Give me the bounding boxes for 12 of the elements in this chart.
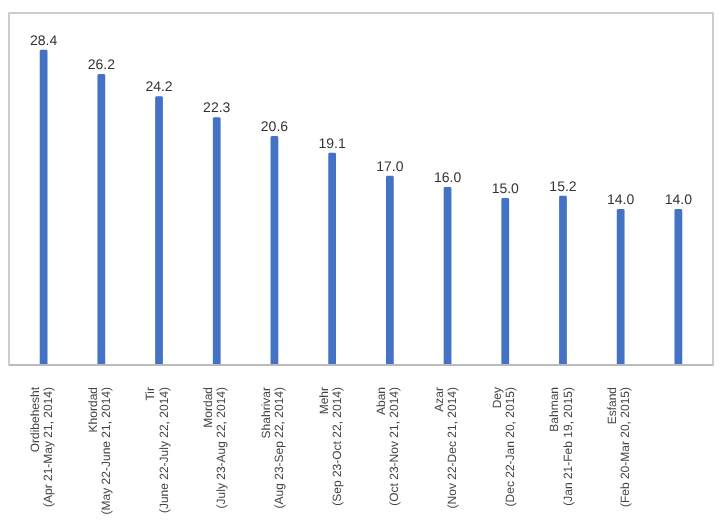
bar [559, 195, 567, 365]
bar [328, 152, 337, 365]
bar [270, 136, 279, 365]
bar [155, 96, 163, 365]
bar [39, 49, 48, 365]
bar [443, 186, 452, 365]
bar [616, 209, 625, 365]
bar [674, 209, 683, 365]
bar [385, 175, 394, 365]
bar [501, 198, 510, 365]
bar [212, 117, 221, 365]
bar [97, 74, 106, 365]
